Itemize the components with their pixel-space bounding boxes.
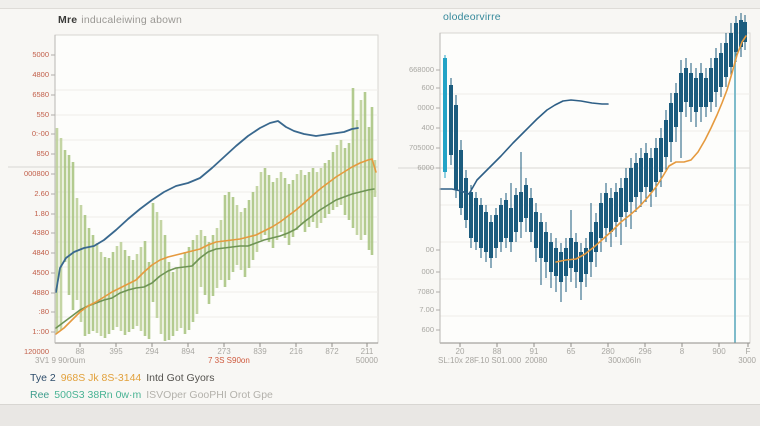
right-y-tick-label: 668000	[408, 65, 434, 74]
right-x-sub-label-1: SL:10x 28F.10 S01.000	[438, 356, 522, 365]
right-x-tick-label: 8	[679, 347, 685, 356]
left-y-tick-label: 550	[36, 110, 49, 119]
left-y-tick-label: 4800	[32, 70, 49, 79]
left-chart-title-bold: Mre	[58, 14, 78, 26]
legend-segment: Tye 2	[30, 372, 56, 384]
left-y-tick-label: 0:-00	[31, 129, 49, 138]
top-divider	[0, 0, 760, 9]
right-x-tick-label: 20	[455, 347, 465, 356]
right-chart-title: olodeorvirre	[443, 11, 501, 23]
left-y-tick-label: 6580	[32, 90, 49, 99]
legend-segment: Intd Got Gyors	[146, 372, 215, 384]
right-x-sub-label-4: 3000	[738, 356, 756, 365]
right-y-tick-label: 400	[421, 123, 434, 132]
right-x-tick-label: 296	[638, 347, 652, 356]
left-y-tick-label: 4380	[32, 228, 49, 237]
right-y-tick-label: 600	[421, 325, 434, 334]
left-x-tick-label: 211	[360, 347, 374, 356]
left-x-tick-label: 872	[325, 347, 339, 356]
right-x-tick-label: 65	[566, 347, 576, 356]
left-x-tick-label: 395	[109, 347, 123, 356]
left-y-tick-label: 1.80	[34, 209, 49, 218]
right-x-tick-label: 280	[601, 347, 615, 356]
legend-segment: Ree	[30, 388, 50, 401]
left-y-tick-label: 1::00	[32, 327, 49, 336]
left-x-sub-label-right: 50000	[355, 356, 378, 365]
right-y-tick-label: 600	[421, 83, 434, 92]
right-y-tick-label: 7080	[417, 287, 434, 296]
right-y-tick-label: 0000	[417, 103, 434, 112]
left-x-sub-label-left: 3V1 9 90r0um	[35, 356, 86, 365]
right-x-sub-label-3: 300x06In	[608, 356, 641, 365]
right-x-sub-label-2: 20080	[525, 356, 548, 365]
legend-row: Ree 500S3 38Rn 0w·m ISVOper GooPHI Orot Gp…	[30, 387, 278, 404]
left-y-tick-label: 000800	[23, 169, 49, 178]
right-x-tick-label: F	[745, 347, 751, 356]
legend-segment: 500S3 38Rn 0w·m	[54, 388, 142, 401]
legend-segment: 968S Jk 8S-3144	[60, 372, 142, 384]
left-y-tick-label: 4840	[32, 248, 49, 257]
legend-segment: ISVOper GooPHI Orot Gpe	[146, 388, 273, 401]
left-y-tick-label: 850	[36, 149, 49, 158]
bottom-strip	[0, 404, 760, 426]
right-y-tick-label: 705000	[408, 143, 434, 152]
legend: Tye 2 968S Jk 8S-3144 Intd Got Gyors Ree 500…	[30, 370, 278, 403]
left-x-tick-label: 216	[289, 347, 303, 356]
left-chart-title-rest: inducaleiwing abown	[81, 14, 182, 26]
left-y-tick-label: 5000	[32, 50, 49, 59]
right-y-tick-label: 7.00	[419, 305, 434, 314]
right-x-tick-label: 900	[712, 347, 726, 356]
left-x-tick-label: 273	[217, 347, 231, 356]
left-y-tick-label: 2.60	[34, 189, 49, 198]
right-x-tick-label: 91	[529, 347, 539, 356]
left-y-tick-label: 4880	[32, 288, 49, 297]
left-y-tick-label: 4500	[32, 268, 49, 277]
left-x-sub-label-center: 7 3S S90on	[208, 356, 250, 365]
right-x-tick-label: 88	[492, 347, 502, 356]
left-x-tick-label: 894	[181, 347, 195, 356]
right-y-tick-label: 00	[425, 245, 434, 254]
left-x-tick-label: 294	[145, 347, 159, 356]
left-chart-title: Mre inducaleiwing abown	[58, 14, 182, 26]
left-x-tick-label: 88	[75, 347, 85, 356]
left-y-tick-label: :80	[38, 307, 49, 316]
left-x-tick-label: 839	[253, 347, 267, 356]
left-y-tick-label: 120000	[23, 347, 49, 356]
right-y-tick-label: 000	[421, 267, 434, 276]
right-y-tick-label: 6000	[417, 163, 434, 172]
legend-row: Tye 2 968S Jk 8S-3144 Intd Got Gyors	[30, 370, 278, 387]
